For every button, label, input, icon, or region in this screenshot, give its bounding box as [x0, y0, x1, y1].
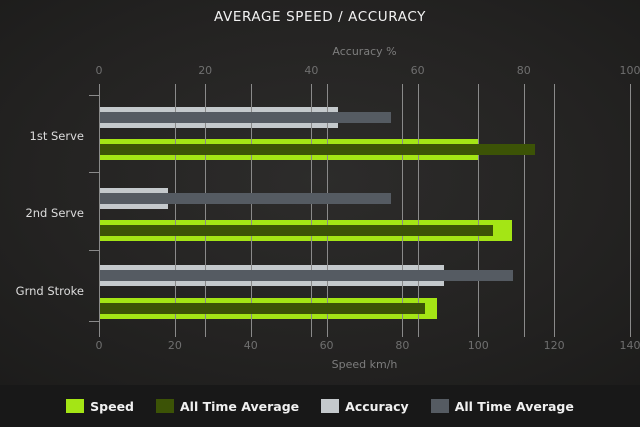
bottom-axis-tick-label: 40	[243, 339, 258, 352]
legend-item-all-time-average-3: All Time Average	[430, 398, 574, 414]
bottom-axis-tick-label: 60	[319, 339, 334, 352]
y-axis-tick	[89, 172, 100, 173]
legend-label: All Time Average	[454, 398, 574, 414]
gridline	[554, 84, 555, 337]
legend-label: All Time Average	[180, 398, 300, 414]
bottom-axis-tick-label: 0	[95, 339, 103, 352]
bottom-axis-tick-label: 120	[543, 339, 565, 352]
y-axis-tick	[89, 95, 100, 96]
gridline	[251, 84, 252, 337]
y-axis-tick	[89, 321, 100, 322]
bottom-axis-tick-label: 100	[467, 339, 489, 352]
legend-label: Accuracy	[345, 398, 409, 414]
legend-item-accuracy-2: Accuracy	[321, 399, 409, 414]
legend-swatch	[66, 399, 85, 413]
legend-label: Speed	[90, 398, 134, 414]
gridline	[402, 84, 403, 337]
bottom-axis-title: Speed km/h	[331, 358, 398, 371]
bottom-axis-tick-label: 20	[167, 339, 182, 352]
bottom-axis-tick-label: 140	[619, 339, 640, 352]
bar-accuracy-avg-grnd-stroke	[100, 270, 514, 281]
top-axis-title: Accuracy %	[332, 45, 397, 58]
top-axis-tick-label: 0	[95, 64, 103, 77]
legend-swatch	[156, 399, 174, 413]
top-axis-tick-label: 80	[516, 64, 531, 77]
bar-speed-avg-1st-serve	[100, 144, 536, 155]
legend-item-all-time-average-1: All Time Average	[156, 399, 299, 414]
category-label-grnd-stroke: Grnd Stroke	[15, 284, 84, 298]
y-axis-line	[99, 95, 100, 322]
gridline	[327, 84, 328, 337]
gridline	[175, 84, 176, 337]
bar-speed-avg-grnd-stroke	[100, 303, 426, 314]
gridline	[630, 84, 631, 337]
category-label-2nd-serve: 2nd Serve	[25, 206, 84, 220]
y-axis-tick	[89, 250, 100, 251]
legend-item-speed-0: Speed	[66, 399, 134, 414]
top-axis-tick-label: 60	[410, 64, 425, 77]
legend: Speed All Time Average Accuracy All Time Av…	[0, 385, 640, 427]
top-axis-tick-label: 20	[198, 64, 213, 77]
gridline	[205, 84, 206, 337]
gridline	[524, 84, 525, 337]
category-label-1st-serve: 1st Serve	[29, 129, 84, 143]
bar-accuracy-avg-1st-serve	[100, 112, 392, 123]
gridline	[478, 84, 479, 337]
legend-swatch	[430, 399, 449, 413]
top-axis-tick-label: 100	[619, 64, 640, 77]
bar-speed-avg-2nd-serve	[100, 225, 494, 236]
gridline	[311, 84, 312, 337]
top-axis-tick-label: 40	[304, 64, 319, 77]
legend-swatch	[321, 399, 340, 413]
bottom-axis-tick-label: 80	[395, 339, 410, 352]
gridline	[418, 84, 419, 337]
bar-accuracy-avg-2nd-serve	[100, 193, 392, 204]
chart-title: AVERAGE SPEED / ACCURACY	[214, 9, 426, 25]
